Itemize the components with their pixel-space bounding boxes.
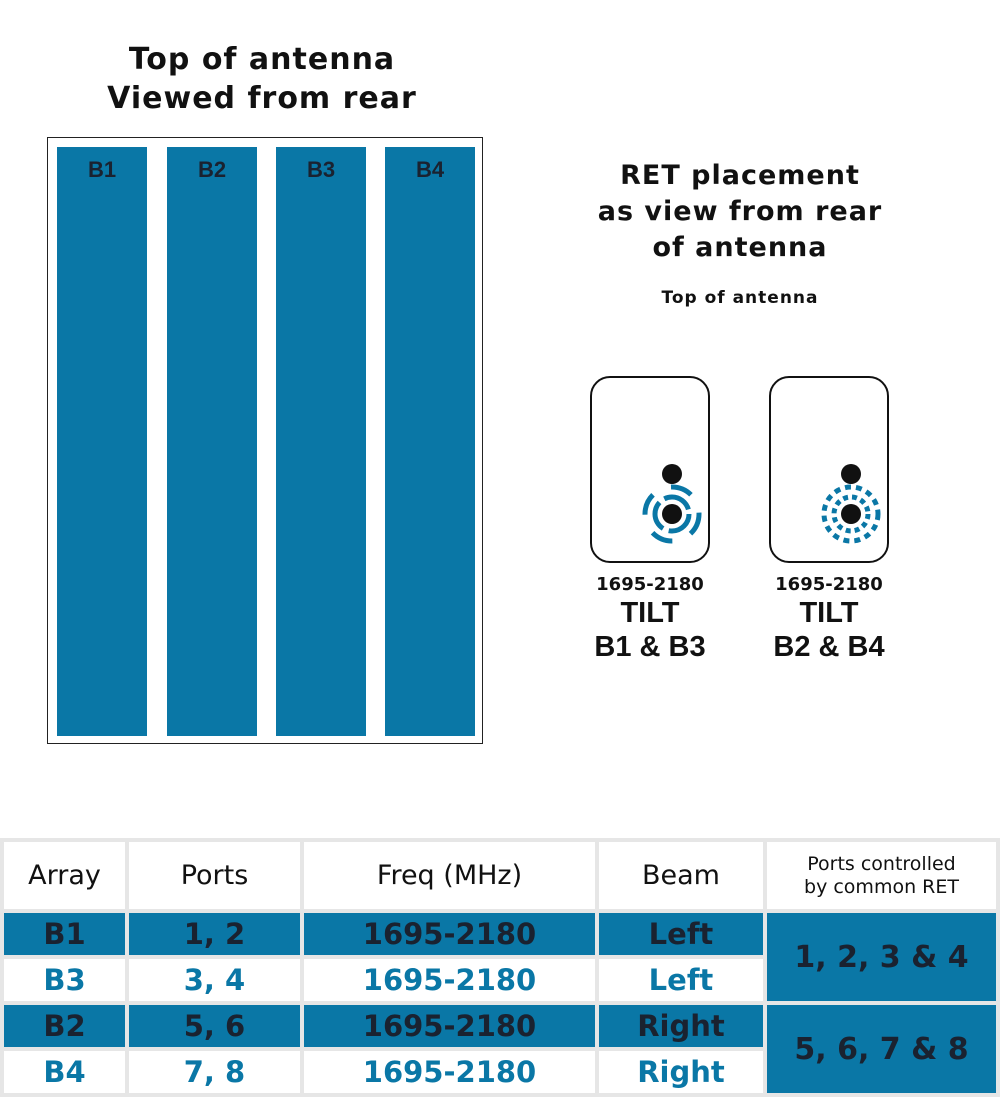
ret-title-line3: of antenna bbox=[652, 232, 828, 263]
antenna-title-line1: Top of antenna bbox=[128, 42, 396, 77]
antenna-frame bbox=[47, 137, 483, 744]
table-row: B2 5, 6 1695-2180 Right 5, 6, 7 & 8 bbox=[4, 1005, 996, 1093]
array-column-label: B4 bbox=[415, 157, 445, 182]
ret-subtitle: Top of antenna bbox=[661, 288, 819, 308]
header-ports: Ports bbox=[129, 842, 300, 909]
ret-unit-tilt-label: TILT B2 & B4 bbox=[744, 596, 914, 664]
cell-array: B4 bbox=[4, 1051, 125, 1093]
cell-freq: 1695-2180 bbox=[304, 959, 595, 1001]
ret-placement-title: RET placement as view from rear of anten… bbox=[570, 158, 910, 266]
ret-tilt-arrays: B2 & B4 bbox=[773, 631, 885, 663]
cell-beam: Left bbox=[599, 959, 763, 1001]
cell-array: B3 bbox=[4, 959, 125, 1001]
cell-freq: 1695-2180 bbox=[304, 913, 595, 955]
header-freq: Freq (MHz) bbox=[304, 842, 595, 909]
ret-unit-b1-b3 bbox=[590, 376, 710, 563]
cell-ports: 1, 2 bbox=[129, 913, 300, 955]
array-column-label: B1 bbox=[87, 157, 117, 182]
ret-tilt-arrays: B1 & B3 bbox=[594, 631, 706, 663]
cell-ret-group: 1, 2, 3 & 4 bbox=[767, 913, 996, 1001]
table-header-row: Array Ports Freq (MHz) Beam Ports contro… bbox=[4, 842, 996, 909]
port-table: Array Ports Freq (MHz) Beam Ports contro… bbox=[0, 838, 1000, 1097]
ret-unit-freq: 1695-2180 bbox=[775, 574, 883, 595]
cell-array: B1 bbox=[4, 913, 125, 955]
array-column-b4: B4 bbox=[385, 147, 475, 736]
array-column-b3: B3 bbox=[276, 147, 366, 736]
array-column-b2: B2 bbox=[167, 147, 257, 736]
header-beam: Beam bbox=[599, 842, 763, 909]
array-column-label: B2 bbox=[197, 157, 227, 182]
antenna-title: Top of antenna Viewed from rear bbox=[62, 40, 462, 118]
ret-title-line1: RET placement bbox=[620, 160, 860, 191]
ret-unit-b2-b4 bbox=[769, 376, 889, 563]
ret-title-line2: as view from rear bbox=[597, 196, 883, 227]
header-ret-line1: Ports controlled bbox=[807, 852, 956, 875]
cell-ports: 5, 6 bbox=[129, 1005, 300, 1047]
table-row: B3 3, 4 1695-2180 Left bbox=[4, 959, 996, 1001]
array-column-label: B3 bbox=[306, 157, 336, 182]
cell-ports: 3, 4 bbox=[129, 959, 300, 1001]
cell-array: B2 bbox=[4, 1005, 125, 1047]
cell-ret-group: 5, 6, 7 & 8 bbox=[767, 1005, 996, 1093]
ret-tilt-text: TILT bbox=[799, 597, 859, 629]
cell-beam: Right bbox=[599, 1005, 763, 1047]
ret-connector-icon bbox=[821, 464, 881, 544]
cell-freq: 1695-2180 bbox=[304, 1051, 595, 1093]
ret-tilt-text: TILT bbox=[620, 597, 680, 629]
array-column-b1: B1 bbox=[57, 147, 147, 736]
cell-freq: 1695-2180 bbox=[304, 1005, 595, 1047]
ret-unit-freq: 1695-2180 bbox=[596, 574, 704, 595]
cell-ports: 7, 8 bbox=[129, 1051, 300, 1093]
cell-beam: Right bbox=[599, 1051, 763, 1093]
header-array: Array bbox=[4, 842, 125, 909]
header-ret-line2: by common RET bbox=[804, 875, 959, 898]
table-row: B1 1, 2 1695-2180 Left 1, 2, 3 & 4 bbox=[4, 913, 996, 1001]
cell-beam: Left bbox=[599, 913, 763, 955]
ret-connector-icon bbox=[642, 464, 702, 544]
antenna-title-line2: Viewed from rear bbox=[107, 81, 417, 116]
table-row: B4 7, 8 1695-2180 Right bbox=[4, 1051, 996, 1093]
ret-unit-tilt-label: TILT B1 & B3 bbox=[565, 596, 735, 664]
header-common-ret: Ports controlled by common RET bbox=[767, 842, 996, 909]
